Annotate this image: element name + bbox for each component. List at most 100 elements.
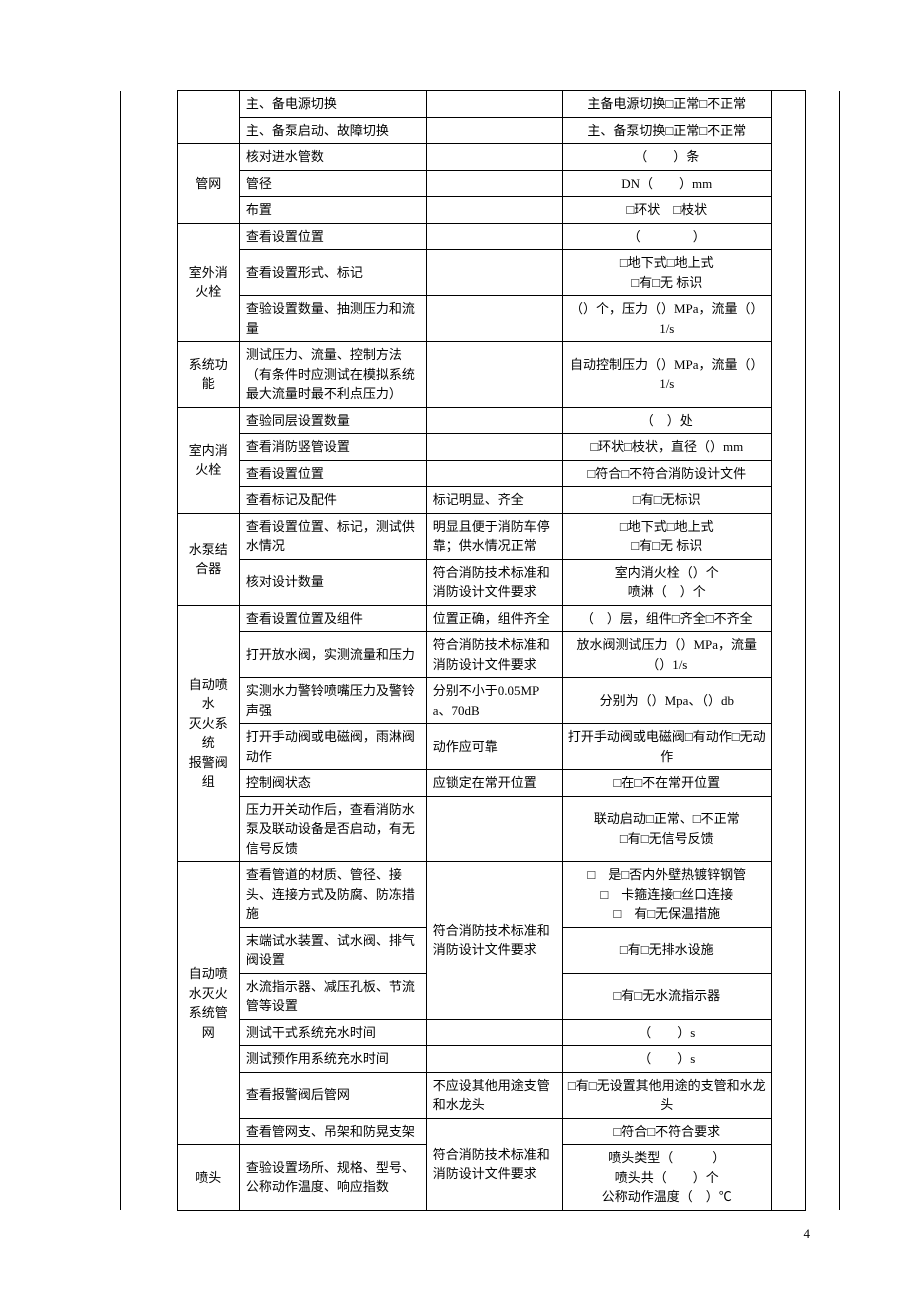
result-cell: 喷头类型（ ） 喷头共（ ）个 公称动作温度（ ）℃ <box>562 1145 771 1211</box>
check-item: 核对进水管数 <box>239 144 426 171</box>
check-item: 查看设置形式、标记 <box>239 250 426 296</box>
group-label: 室外消火栓 <box>177 223 239 342</box>
table-row: 自动喷水灭火系统管网查看管道的材质、管径、接头、连接方式及防腐、防冻措施符合消防… <box>121 862 840 928</box>
result-cell: □在□不在常开位置 <box>562 770 771 797</box>
standard-cell: 符合消防技术标准和消防设计文件要求 <box>426 632 562 678</box>
result-cell: 室内消火栓（）个 喷淋（ ）个 <box>562 559 771 605</box>
check-item: 查验设置场所、规格、型号、公称动作温度、响应指数 <box>239 1145 426 1211</box>
group-label: 室内消火栓 <box>177 407 239 513</box>
result-cell: （ ）层，组件□齐全□不齐全 <box>562 605 771 632</box>
table-row: 主、备电源切换 主备电源切换□正常□不正常 <box>121 91 840 118</box>
standard-cell: 分别不小于0.05MPa、70dB <box>426 678 562 724</box>
page-number: 4 <box>120 1211 840 1242</box>
check-item: 查看设置位置、标记，测试供水情况 <box>239 513 426 559</box>
check-item: 查看设置位置 <box>239 223 426 250</box>
standard-cell: 符合消防技术标准和消防设计文件要求 <box>426 559 562 605</box>
result-cell: （ ）s <box>562 1046 771 1073</box>
result-cell: （ ）s <box>562 1019 771 1046</box>
result-cell: 主、备泵切换□正常□不正常 <box>562 117 771 144</box>
result-cell: □有□无标识 <box>562 487 771 514</box>
standard-cell <box>426 91 562 118</box>
check-item: 打开手动阀或电磁阀，雨淋阀动作 <box>239 724 426 770</box>
result-cell: 主备电源切换□正常□不正常 <box>562 91 771 118</box>
result-cell: 联动启动□正常、□不正常 □有□无信号反馈 <box>562 796 771 862</box>
group-label: 自动喷水灭火系统管网 <box>177 862 239 1145</box>
standard-cell: 符合消防技术标准和消防设计文件要求 <box>426 862 562 1020</box>
result-cell: DN（ ）mm <box>562 170 771 197</box>
blank-col-1 <box>772 91 806 1211</box>
group-label <box>177 91 239 144</box>
standard-cell <box>426 223 562 250</box>
standard-cell <box>426 117 562 144</box>
table-row: 室内消火栓查验同层设置数量（ ）处 <box>121 407 840 434</box>
result-cell: 分别为（）Mpa、（）db <box>562 678 771 724</box>
check-item: 主、备电源切换 <box>239 91 426 118</box>
check-item: 主、备泵启动、故障切换 <box>239 117 426 144</box>
check-item: 查看设置位置 <box>239 460 426 487</box>
standard-cell <box>426 197 562 224</box>
standard-cell <box>426 296 562 342</box>
check-item: 水流指示器、减压孔板、节流管等设置 <box>239 973 426 1019</box>
result-cell: （）个，压力（）MPa，流量（）1/s <box>562 296 771 342</box>
result-cell: （ ）条 <box>562 144 771 171</box>
standard-cell <box>426 250 562 296</box>
blank-col-2 <box>805 91 839 1211</box>
standard-cell: 明显且便于消防车停靠；供水情况正常 <box>426 513 562 559</box>
check-item: 测试压力、流量、控制方法（有条件时应测试在模拟系统最大流量时最不利点压力） <box>239 342 426 408</box>
standard-cell <box>426 144 562 171</box>
left-margin-cell <box>121 91 178 1211</box>
check-item: 测试干式系统充水时间 <box>239 1019 426 1046</box>
result-cell: □ 是□否内外壁热镀锌钢管 □ 卡箍连接□丝口连接 □ 有□无保温措施 <box>562 862 771 928</box>
check-item: 管径 <box>239 170 426 197</box>
standard-cell <box>426 342 562 408</box>
inspection-table: 主、备电源切换 主备电源切换□正常□不正常主、备泵启动、故障切换 主、备泵切换□正常… <box>120 90 840 1211</box>
group-label: 系统功能 <box>177 342 239 408</box>
result-cell: □符合□不符合消防设计文件 <box>562 460 771 487</box>
standard-cell <box>426 1019 562 1046</box>
standard-cell <box>426 434 562 461</box>
check-item: 布置 <box>239 197 426 224</box>
standard-cell <box>426 460 562 487</box>
standard-cell <box>426 1046 562 1073</box>
check-item: 查验同层设置数量 <box>239 407 426 434</box>
check-item: 查看管网支、吊架和防晃支架 <box>239 1118 426 1145</box>
result-cell: □有□无水流指示器 <box>562 973 771 1019</box>
standard-cell <box>426 170 562 197</box>
check-item: 压力开关动作后，查看消防水泵及联动设备是否启动，有无信号反馈 <box>239 796 426 862</box>
check-item: 查看管道的材质、管径、接头、连接方式及防腐、防冻措施 <box>239 862 426 928</box>
table-row: 系统功能测试压力、流量、控制方法（有条件时应测试在模拟系统最大流量时最不利点压力… <box>121 342 840 408</box>
group-label: 水泵结合器 <box>177 513 239 605</box>
check-item: 末端试水装置、试水阀、排气阀设置 <box>239 927 426 973</box>
check-item: 查验设置数量、抽测压力和流量 <box>239 296 426 342</box>
result-cell: （ ）处 <box>562 407 771 434</box>
check-item: 查看报警阀后管网 <box>239 1072 426 1118</box>
group-label: 自动喷水 灭火系统 报警阀组 <box>177 605 239 862</box>
standard-cell <box>426 407 562 434</box>
standard-cell: 不应设其他用途支管和水龙头 <box>426 1072 562 1118</box>
standard-cell: 标记明显、齐全 <box>426 487 562 514</box>
standard-cell: 位置正确，组件齐全 <box>426 605 562 632</box>
standard-cell <box>426 796 562 862</box>
result-cell: □符合□不符合要求 <box>562 1118 771 1145</box>
result-cell: 放水阀测试压力（）MPa，流量（）1/s <box>562 632 771 678</box>
result-cell: （ ） <box>562 223 771 250</box>
check-item: 查看设置位置及组件 <box>239 605 426 632</box>
check-item: 查看消防竖管设置 <box>239 434 426 461</box>
check-item: 查看标记及配件 <box>239 487 426 514</box>
group-label: 喷头 <box>177 1145 239 1211</box>
table-row: 水泵结合器查看设置位置、标记，测试供水情况明显且便于消防车停靠；供水情况正常□地… <box>121 513 840 559</box>
result-cell: □环状 □枝状 <box>562 197 771 224</box>
table-row: 室外消火栓查看设置位置（ ） <box>121 223 840 250</box>
result-cell: 自动控制压力（）MPa，流量（）1/s <box>562 342 771 408</box>
table-row: 自动喷水 灭火系统 报警阀组查看设置位置及组件位置正确，组件齐全（ ）层，组件□… <box>121 605 840 632</box>
group-label: 管网 <box>177 144 239 224</box>
check-item: 核对设计数量 <box>239 559 426 605</box>
standard-cell: 符合消防技术标准和消防设计文件要求 <box>426 1118 562 1210</box>
result-cell: □地下式□地上式 □有□无 标识 <box>562 250 771 296</box>
result-cell: □有□无设置其他用途的支管和水龙头 <box>562 1072 771 1118</box>
check-item: 控制阀状态 <box>239 770 426 797</box>
check-item: 测试预作用系统充水时间 <box>239 1046 426 1073</box>
result-cell: □地下式□地上式 □有□无 标识 <box>562 513 771 559</box>
check-item: 实测水力警铃喷嘴压力及警铃声强 <box>239 678 426 724</box>
table-row: 管网核对进水管数（ ）条 <box>121 144 840 171</box>
